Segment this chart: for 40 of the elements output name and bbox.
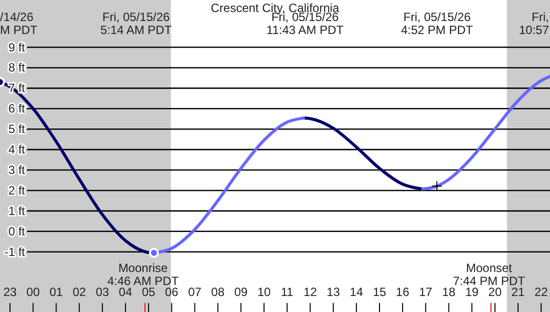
y-tick-label: 0 ft — [8, 224, 26, 238]
x-tick-label: 17 — [419, 285, 433, 299]
x-tick-label: 07 — [188, 285, 202, 299]
x-tick-label: 11 — [280, 285, 294, 299]
y-tick-label: 2 ft — [8, 183, 26, 198]
annotation: Fri, 05/15/26 4:52 PM PDT — [400, 10, 474, 37]
annotation: Moonset 7:44 PM PDT — [452, 261, 526, 288]
annotation: /14/26 M PDT — [0, 10, 38, 37]
x-tick-label: 23 — [3, 285, 17, 299]
y-tick-label: 4 ft — [8, 142, 26, 157]
x-tick-label: 08 — [211, 285, 225, 299]
annotation: Fri, 05/15/26 5:14 AM PDT — [100, 10, 172, 37]
x-tick-label: 02 — [72, 285, 86, 299]
y-tick-label: -1 ft — [4, 244, 26, 259]
y-tick-label: 3 ft — [8, 163, 26, 178]
x-tick-label: 19 — [465, 285, 479, 299]
x-tick-label: 22 — [534, 285, 548, 299]
x-tick-label: 16 — [396, 285, 410, 299]
x-tick-label: 21 — [511, 285, 526, 299]
y-tick-label: 8 ft — [8, 60, 26, 75]
y-tick-label: 5 ft — [8, 122, 26, 136]
x-tick-label: 18 — [442, 285, 456, 299]
x-tick-label: 13 — [326, 285, 340, 299]
x-tick-label: 03 — [96, 285, 110, 299]
x-tick-label: 12 — [304, 285, 318, 299]
x-tick-label: 01 — [50, 285, 64, 299]
y-tick-label: 6 ft — [8, 102, 26, 116]
x-tick-label: 14 — [350, 285, 364, 299]
x-tick-label: 06 — [164, 285, 179, 299]
y-tick-label: 1 ft — [8, 204, 26, 218]
x-tick-label: 00 — [26, 285, 40, 299]
annotation: Moonrise 4:46 AM PDT — [107, 261, 180, 288]
y-tick-label: 9 ft — [8, 40, 26, 54]
x-tick-label: 15 — [372, 285, 386, 299]
annotation: Fri, 10:57 — [518, 10, 550, 37]
x-tick-label: 09 — [234, 285, 248, 299]
x-tick-label: 05 — [142, 285, 156, 299]
x-tick-label: 04 — [118, 285, 132, 299]
x-tick-label: 20 — [488, 285, 502, 299]
x-tick-label: 10 — [257, 285, 272, 299]
